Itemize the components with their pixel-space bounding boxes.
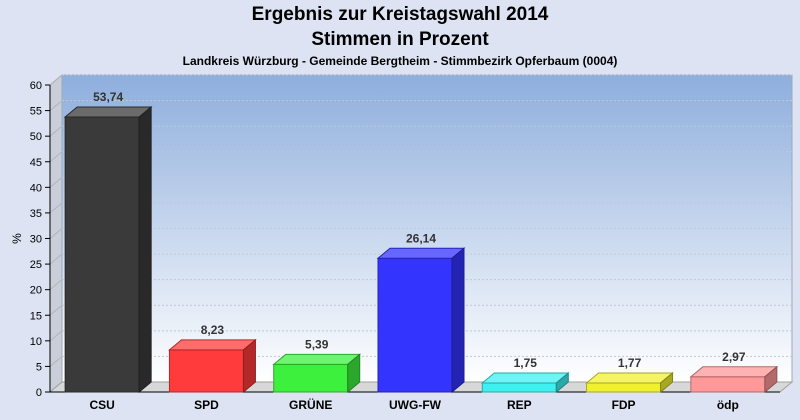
gridline-wall xyxy=(49,202,63,214)
gridline-wall xyxy=(49,228,63,239)
bar-top xyxy=(585,372,674,384)
y-tick-label: 30 xyxy=(30,234,42,246)
x-tick-label: CSU xyxy=(89,398,114,412)
bar-top xyxy=(376,247,466,259)
gridline-wall xyxy=(49,176,63,188)
data-label: 53,74 xyxy=(93,90,123,104)
gridline-wall xyxy=(49,151,63,163)
data-label: 26,14 xyxy=(406,231,436,245)
y-tick-label: 40 xyxy=(30,182,42,194)
y-axis-label: % xyxy=(10,233,24,244)
y-tick-label: 20 xyxy=(30,285,42,297)
bar-side xyxy=(138,105,152,394)
gridline-wall xyxy=(49,125,63,137)
bar-side xyxy=(660,371,674,394)
bar-side xyxy=(764,365,778,394)
y-tick-label: 45 xyxy=(30,157,42,169)
data-label: 1,75 xyxy=(514,356,538,370)
y-tick-label: 25 xyxy=(30,259,42,271)
y-tick-label: 50 xyxy=(30,131,42,143)
gridline-wall xyxy=(49,100,63,111)
gridline-wall xyxy=(49,304,63,316)
bar-side xyxy=(555,371,569,394)
bar xyxy=(168,349,244,393)
bar xyxy=(481,382,557,393)
data-label: 1,77 xyxy=(618,356,642,370)
bar-top xyxy=(689,366,779,378)
bar xyxy=(690,376,766,393)
gridline-wall xyxy=(49,253,63,265)
chart-subtitle: Landkreis Würzburg - Gemeinde Bergtheim … xyxy=(182,54,618,68)
chart-title: Ergebnis zur Kreistagswahl 2014 xyxy=(251,4,549,25)
bar-top xyxy=(272,353,362,365)
chart-title-line-2: Stimmen in Prozent xyxy=(311,29,489,50)
data-label: 2,97 xyxy=(722,350,746,364)
gridline-wall xyxy=(49,330,63,342)
bar xyxy=(586,382,662,393)
bar xyxy=(273,363,349,393)
y-tick-label: 55 xyxy=(30,106,42,118)
bar-side xyxy=(242,338,256,394)
x-tick-label: FDP xyxy=(612,398,636,412)
y-tick-label: 10 xyxy=(30,336,42,348)
bar-top xyxy=(480,372,570,384)
y-tick-label: 35 xyxy=(30,208,42,220)
data-label: 8,23 xyxy=(201,323,225,337)
x-tick-label: ödp xyxy=(717,398,739,412)
bar-side xyxy=(347,353,361,394)
bar-top xyxy=(168,339,257,351)
y-tick-label: 15 xyxy=(30,310,42,322)
x-tick-label: UWG-FW xyxy=(389,398,442,412)
gridline-wall xyxy=(49,356,63,367)
bar-top xyxy=(63,106,153,118)
y-tick-label: 0 xyxy=(36,387,42,399)
y-tick-label: 60 xyxy=(30,80,42,92)
y-tick-label: 5 xyxy=(36,361,42,373)
x-tick-label: REP xyxy=(507,398,532,412)
x-tick-label: GRÜNE xyxy=(289,397,332,412)
bar xyxy=(377,257,453,393)
gridline-wall xyxy=(49,279,63,291)
x-tick-label: SPD xyxy=(194,398,219,412)
data-label: 5,39 xyxy=(305,337,329,351)
bar-side xyxy=(451,247,465,394)
gridline-wall xyxy=(49,74,63,86)
bar xyxy=(64,116,140,393)
